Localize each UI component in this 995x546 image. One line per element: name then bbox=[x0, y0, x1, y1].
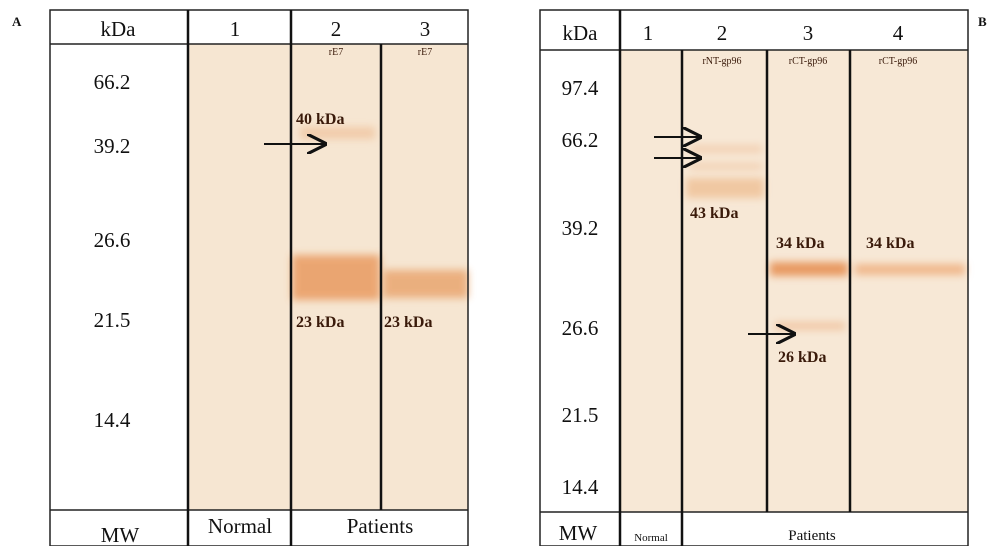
band bbox=[775, 322, 845, 330]
band-label: 23 kDa bbox=[296, 314, 344, 331]
panel-a: A kDa 1 2 3 rE7 rE7 66.2 39.2 26.6 21.5 … bbox=[12, 9, 469, 546]
header: 3 bbox=[803, 21, 814, 45]
mw: 14.4 bbox=[94, 408, 131, 432]
header: kDa bbox=[101, 17, 137, 41]
footer: Normal bbox=[634, 532, 668, 544]
band bbox=[855, 264, 965, 275]
band-label: 43 kDa bbox=[690, 205, 738, 222]
band bbox=[292, 255, 380, 300]
frame bbox=[539, 9, 969, 546]
band bbox=[383, 270, 468, 298]
mw: 66.2 bbox=[94, 70, 131, 94]
sublabel: rCT-gp96 bbox=[789, 56, 828, 67]
band bbox=[300, 127, 375, 139]
band-label: 40 kDa bbox=[296, 111, 344, 128]
band-label: 23 kDa bbox=[384, 314, 432, 331]
footer: Patients bbox=[788, 528, 836, 544]
mw: 66.2 bbox=[562, 128, 599, 152]
mw: 21.5 bbox=[562, 403, 599, 427]
footer: Normal bbox=[208, 514, 272, 538]
mw: 26.6 bbox=[94, 228, 131, 252]
band bbox=[690, 163, 762, 170]
band bbox=[770, 262, 848, 276]
sublabel: rE7 bbox=[329, 47, 343, 58]
membrane bbox=[620, 50, 968, 512]
band bbox=[690, 145, 762, 153]
sublabel: rE7 bbox=[418, 47, 432, 58]
sublabel: rNT-gp96 bbox=[702, 56, 741, 67]
band-label: 26 kDa bbox=[778, 349, 826, 366]
header: 1 bbox=[643, 21, 654, 45]
panel-b: B kDa 1 2 3 4 rNT-gp96 rCT-gp96 rCT-gp96… bbox=[539, 9, 987, 546]
mw: 14.4 bbox=[562, 475, 599, 499]
mw: 21.5 bbox=[94, 308, 131, 332]
sublabel: rCT-gp96 bbox=[879, 56, 918, 67]
mw: 39.2 bbox=[562, 216, 599, 240]
panel-letter: B bbox=[978, 14, 987, 29]
panel-letter: A bbox=[12, 14, 22, 29]
mw: 39.2 bbox=[94, 134, 131, 158]
header: 2 bbox=[717, 21, 728, 45]
mw: 97.4 bbox=[562, 76, 599, 100]
mw: 26.6 bbox=[562, 316, 599, 340]
header: kDa bbox=[563, 21, 599, 45]
footer: MW bbox=[559, 521, 598, 545]
header: 3 bbox=[420, 17, 431, 41]
header: 1 bbox=[230, 17, 241, 41]
band bbox=[686, 178, 764, 198]
header: 4 bbox=[893, 21, 904, 45]
band-label: 34 kDa bbox=[866, 235, 914, 252]
frame bbox=[49, 9, 469, 546]
header: 2 bbox=[331, 17, 342, 41]
band-label: 34 kDa bbox=[776, 235, 824, 252]
footer: Patients bbox=[347, 514, 414, 538]
footer: MW bbox=[101, 523, 140, 546]
